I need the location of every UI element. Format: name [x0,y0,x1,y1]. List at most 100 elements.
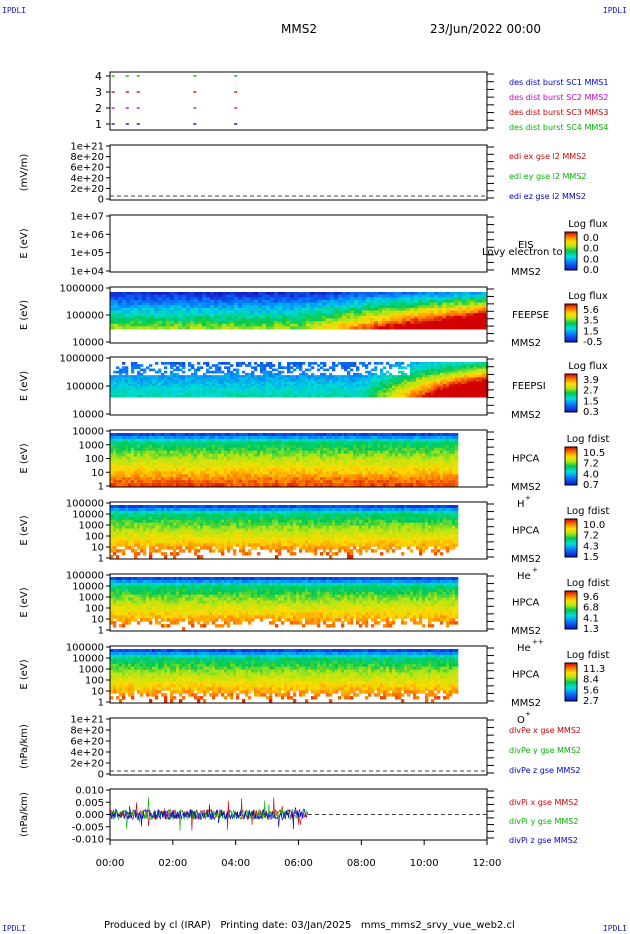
feepse-panel-cell [414,315,419,319]
hpca-h-panel-cell [125,441,129,446]
feepse-panel-cell [454,307,459,311]
feepse-panel-cell [470,297,475,301]
feepse-panel-cell [270,294,275,298]
hpca-h-panel-cell [353,444,357,449]
feepse-panel-cell [114,315,119,319]
hpca-h-panel-cell [374,438,378,443]
hpca-h-panel-cell [149,453,153,458]
feepsi-panel-cell [470,383,474,387]
eis-panel-colorbar-tick: 0.0 [583,254,599,265]
hpca-h-panel-cell [380,483,384,487]
feepsi-panel-cell [434,372,438,376]
feepsi-panel-cell [119,394,123,398]
feepsi-panel-cell [236,390,240,394]
hpca-h-panel-cell [206,435,210,440]
feepsi-panel-cell [218,390,222,394]
feepse-panel-cell [434,321,439,325]
hpca-h-panel-cell [344,453,348,458]
feepsi-panel-cell [425,388,429,391]
feepse-panel-cell [398,299,403,304]
feepse-panel-cell [346,305,351,309]
hpca-h-panel-cell [365,480,369,484]
feepsi-panel-cell [146,375,150,378]
feepse-panel-cell [282,302,287,306]
feepsi-panel-cell [422,375,426,378]
hpca-h-panel-cell [275,483,279,487]
feepsi-panel-cell [119,383,123,387]
hpca-h-panel-cell [236,444,240,449]
feepsi-panel-cell [137,394,141,398]
hpca-h-panel-cell [320,483,324,487]
hpca-h-panel-cell [338,441,342,446]
hpca-h-panel-cell [329,433,333,437]
feepsi-panel-cell [317,379,321,383]
hpca-h-panel-cell [401,456,405,460]
feepsi-panel-cell [242,377,246,380]
hpca-h-panel-cell [395,441,399,446]
feepse-panel-cell [274,318,279,322]
feepsi-panel-cell [137,381,141,385]
feepse-panel-cell [286,294,291,298]
feepse-panel-cell [158,299,163,304]
hpca-h-panel-cell [344,477,348,481]
hpca-h-panel-cell [299,474,303,478]
feepse-panel-cell [434,310,439,314]
hpca-h-panel-cell [401,441,405,446]
feepsi-panel-cell [347,381,351,385]
hpca-h-panel-cell [338,483,342,487]
hpca-h-panel-cell [380,459,384,463]
feepsi-panel-cell [344,386,348,389]
feepsi-panel-cell [260,390,264,394]
feepsi-panel-cell [356,379,360,383]
feepse-panel-cell [270,297,275,301]
feepsi-panel-cell [248,394,252,398]
hpca-h-panel-cell [407,462,411,466]
feepse-panel-cell [458,302,463,306]
feepsi-panel-cell [281,370,285,374]
feepsi-panel-cell [323,364,327,367]
hpca-h-panel-cell [365,471,369,475]
feepsi-panel-cell [374,372,378,376]
hpca-h-panel-cell [239,441,243,446]
feepse-panel-cell [466,321,471,325]
hpca-h-panel-cell [116,456,120,460]
feepsi-panel-cell [383,366,387,370]
hpca-h-panel-cell [248,477,252,481]
feepsi-panel-cell [419,377,423,380]
feepse-panel-cell [370,305,375,309]
eis-panel-y-tick-label: 1e+06 [70,230,104,241]
feepsi-panel-cell [278,370,282,374]
hpca-h-panel-cell [176,459,180,463]
hpca-h-panel-cell [401,480,405,484]
feepsi-panel-cell [479,392,483,396]
feepsi-panel-cell [227,375,231,378]
feepsi-panel-cell [254,375,258,378]
feepse-panel-cell [282,321,287,325]
feepsi-panel-cell [455,362,459,365]
hpca-h-panel-cell [128,459,132,463]
feepsi-panel-cell [383,383,387,387]
feepsi-panel-cell [308,362,312,365]
feepsi-panel-cell [188,394,192,398]
feepsi-panel-cell [176,368,180,372]
feepse-panel-cell [322,305,327,309]
feepse-panel-cell [142,318,147,322]
feepsi-panel-cell [173,375,177,378]
feepse-panel-cell [206,315,211,319]
feepse-panel-cell [186,299,191,304]
feepsi-panel-cell [278,362,282,365]
hpca-h-panel-cell [377,456,381,460]
feepsi-panel-cell [245,388,249,391]
feepse-panel-cell [214,302,219,306]
hpca-h-panel-cell [167,441,171,446]
hpca-h-panel-cell [323,465,327,469]
feepse-panel-cell [338,305,343,309]
feepsi-panel-cell [212,364,216,367]
feepsi-panel-cell [404,372,408,376]
hpca-h-panel-cell [203,459,207,463]
hpca-h-panel-cell [338,450,342,455]
feepse-panel-cell [262,310,267,314]
feepse-panel-cell [350,302,355,306]
feepse-panel-cell [366,315,371,319]
feepse-panel-cell [290,297,295,301]
